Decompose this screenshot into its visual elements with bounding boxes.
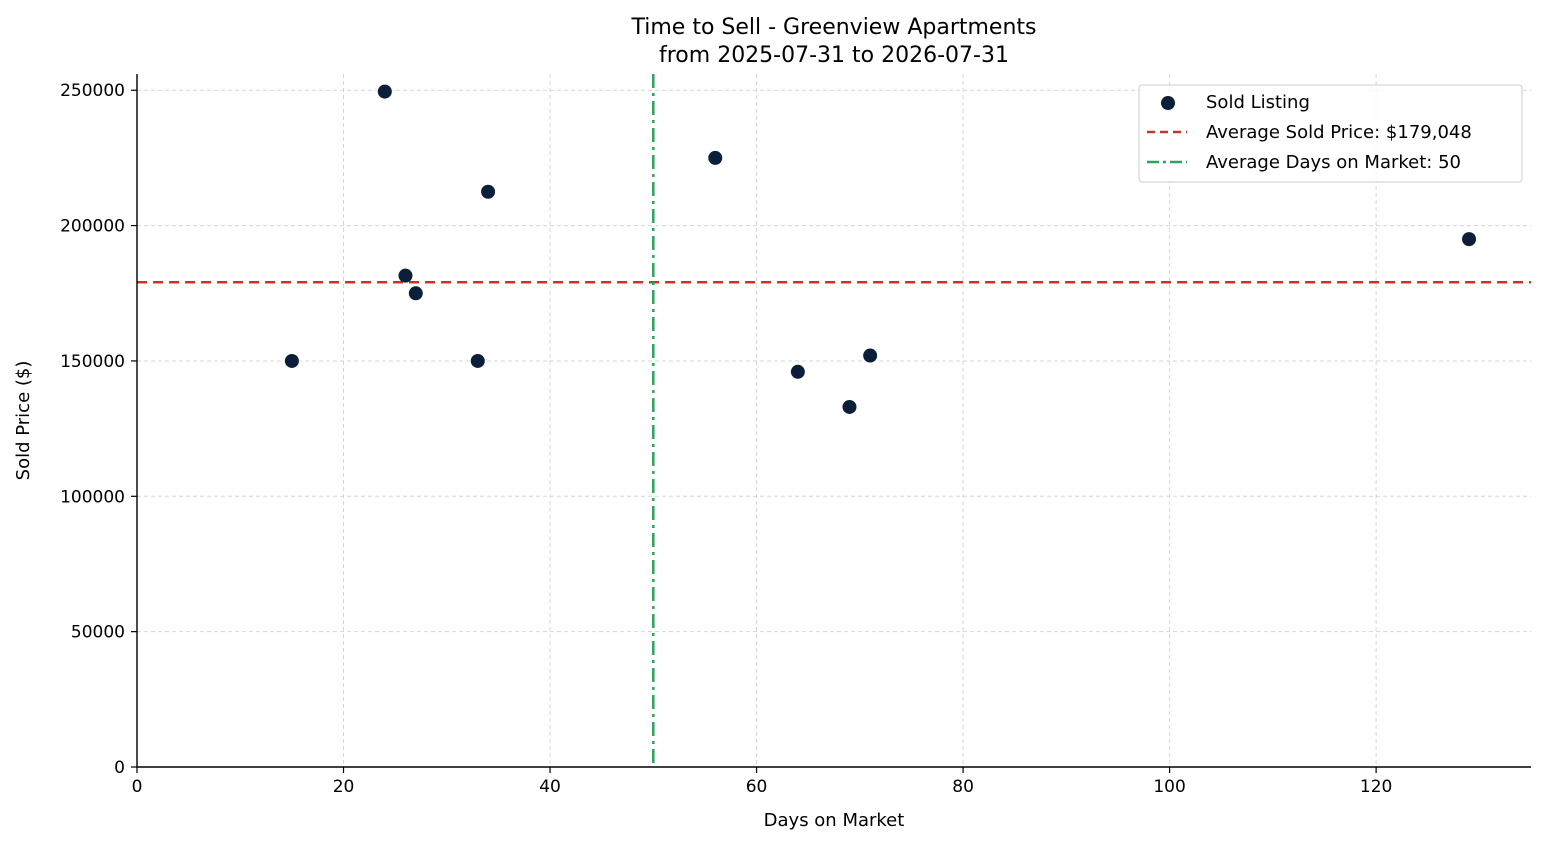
legend-label-average-days: Average Days on Market: 50: [1206, 152, 1461, 173]
y-tick-label: 0: [114, 758, 125, 778]
y-tick-label: 50000: [71, 623, 125, 643]
data-point: [470, 353, 485, 368]
data-point: [790, 364, 805, 379]
legend: Sold Listing Average Sold Price: $179,04…: [1138, 84, 1523, 183]
ticks: 0 20 40 60 80 100 120 0 50000 100000 150000 200000 2…: [60, 81, 1392, 797]
x-tick-label: 120: [1360, 777, 1392, 797]
x-tick-label: 20: [333, 777, 355, 797]
data-point: [408, 286, 423, 301]
data-points: [284, 84, 1477, 414]
data-point: [1462, 232, 1477, 247]
x-tick-label: 0: [132, 777, 143, 797]
y-tick-label: 250000: [60, 81, 125, 101]
axes: [136, 74, 1531, 768]
legend-box: [1138, 84, 1523, 183]
y-tick-label: 200000: [60, 217, 125, 237]
x-tick-label: 100: [1153, 777, 1185, 797]
legend-label-sold-listing: Sold Listing: [1206, 92, 1310, 113]
chart-subtitle: from 2025-07-31 to 2026-07-31: [659, 43, 1009, 68]
legend-marker-sold-listing: [1161, 96, 1175, 110]
data-point: [398, 268, 413, 283]
data-point: [708, 150, 723, 165]
reference-lines: [137, 74, 1531, 767]
y-tick-label: 150000: [60, 352, 125, 372]
chart-title: Time to Sell - Greenview Apartments: [630, 15, 1036, 40]
data-point: [842, 399, 857, 414]
legend-label-average-price: Average Sold Price: $179,048: [1206, 122, 1472, 143]
x-axis-label: Days on Market: [764, 810, 905, 831]
x-tick-label: 60: [746, 777, 768, 797]
grid: [136, 74, 1531, 768]
data-point: [377, 84, 392, 99]
y-axis-label: Sold Price ($): [13, 361, 34, 481]
data-point: [481, 184, 496, 199]
data-point: [284, 353, 299, 368]
data-point: [863, 348, 878, 363]
x-tick-label: 40: [539, 777, 561, 797]
x-tick-label: 80: [952, 777, 974, 797]
y-tick-label: 100000: [60, 487, 125, 507]
